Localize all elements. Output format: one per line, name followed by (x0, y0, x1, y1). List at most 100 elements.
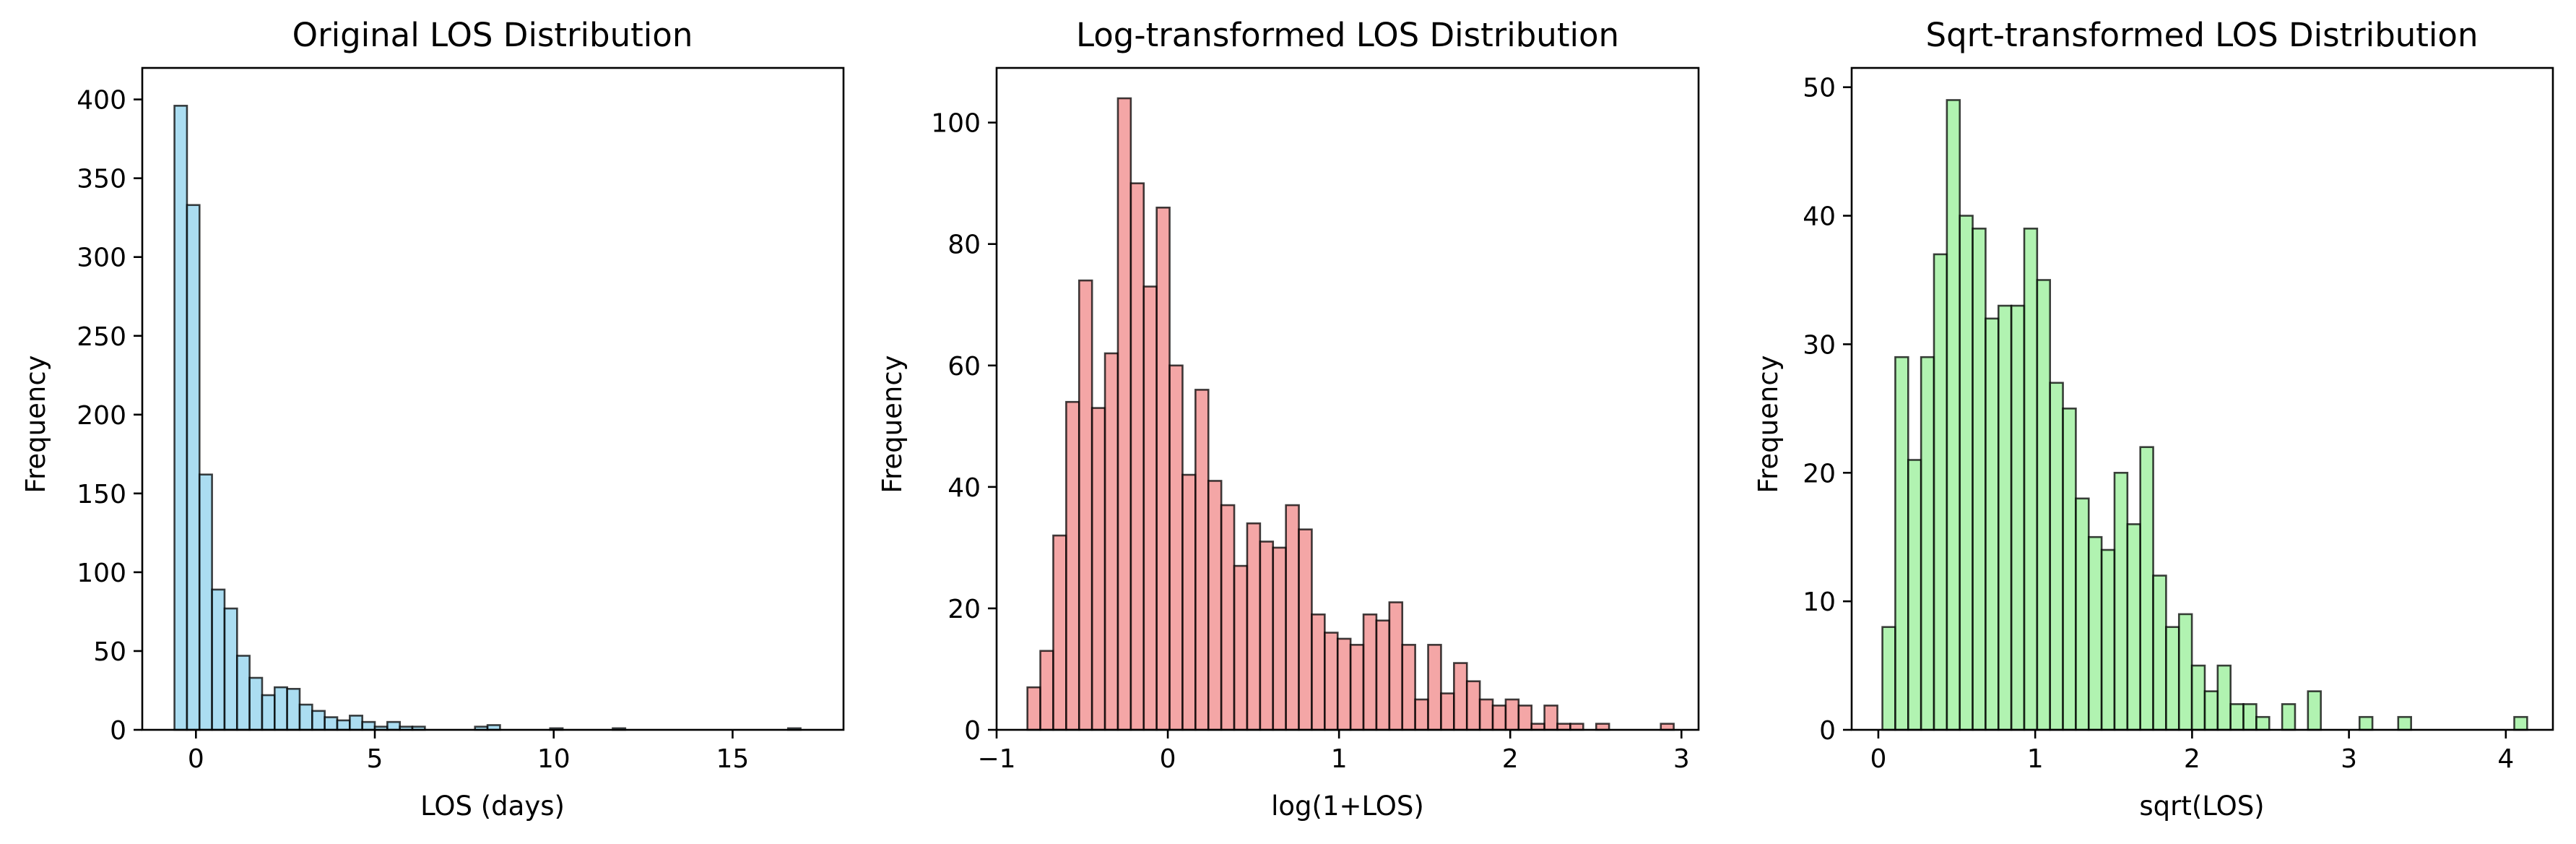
histogram-bar (2139, 446, 2154, 731)
histogram-bar (2216, 664, 2232, 731)
y-tick-label: 0 (1819, 716, 1836, 746)
x-tick-label: 3 (1673, 744, 1690, 774)
histogram-bar (1478, 698, 1494, 731)
y-tick-label: 10 (1803, 587, 1836, 617)
histogram-bar (1026, 686, 1041, 731)
histogram-bar (1375, 619, 1391, 731)
plot-frame (1850, 66, 2554, 731)
chart-title: Original LOS Distribution (292, 16, 693, 54)
histogram-bar (2100, 548, 2116, 731)
histogram-bars (1026, 97, 1675, 731)
x-tick-label: 5 (367, 744, 383, 774)
histogram-bar (1401, 644, 1416, 731)
histogram-bar (349, 715, 363, 731)
histogram-bar (1155, 206, 1171, 731)
histogram-bar (2010, 304, 2026, 731)
histogram-bar (1933, 253, 1948, 731)
histogram-bar (2358, 715, 2374, 731)
histogram-bar (1362, 613, 1378, 731)
histogram-bar (173, 105, 188, 731)
histogram-bar (248, 676, 264, 731)
histogram-bar (1194, 389, 1210, 731)
y-tick-label: 200 (77, 401, 126, 431)
histogram-bar (311, 710, 326, 731)
x-tick-label: 0 (188, 744, 204, 774)
y-tick-label: 250 (77, 322, 126, 352)
histogram-bar (286, 687, 301, 731)
x-tick-label: 1 (2027, 744, 2044, 774)
histogram-bar (386, 720, 401, 731)
plot-frame (141, 66, 845, 731)
histogram-bar (235, 655, 251, 731)
chart-sqrt-transformed-los: Sqrt-transformed LOS Distribution sqrt(L… (1753, 16, 2554, 822)
y-tick-label: 150 (77, 480, 126, 509)
y-tick-label: 20 (947, 595, 981, 624)
histogram-bar (1388, 601, 1404, 731)
histogram-bar (1517, 705, 1533, 731)
x-tick-label: 2 (2184, 744, 2200, 774)
histogram-bar (1946, 99, 1961, 731)
y-tick-label: 300 (77, 244, 126, 273)
histogram-bar (1881, 626, 1896, 731)
histogram-bar (2126, 523, 2142, 731)
histogram-bar (2036, 279, 2052, 731)
y-tick-label: 80 (947, 231, 981, 260)
histogram-bar (336, 719, 351, 731)
histogram-bar (2203, 690, 2219, 731)
histogram-bar (1324, 632, 1339, 731)
histogram-bar (1272, 546, 1287, 731)
histogram-bar (1129, 182, 1145, 731)
histogram-bar (1142, 285, 1158, 731)
y-tick-label: 400 (77, 86, 126, 116)
x-tick-label: 4 (2497, 744, 2514, 774)
histogram-bar (1168, 364, 1184, 731)
x-tick-label: 10 (537, 744, 571, 774)
histogram-bar (2190, 664, 2206, 731)
plot-frame (995, 66, 1700, 731)
histogram-bar (1907, 459, 1922, 731)
histogram-bar (1311, 613, 1326, 731)
histogram-bar (1414, 698, 1429, 731)
chart-title: Sqrt-transformed LOS Distribution (1926, 16, 2479, 54)
y-tick-label: 100 (931, 109, 981, 139)
x-tick-label: 15 (716, 744, 750, 774)
histogram-bar (1233, 564, 1249, 731)
histogram-bar (1181, 473, 1197, 731)
y-tick-label: 40 (1803, 202, 1836, 232)
histogram-bar (324, 716, 339, 731)
histogram-bar (2229, 703, 2245, 731)
y-tick-label: 50 (1803, 74, 1836, 103)
histogram-bar (1465, 680, 1481, 731)
histogram-bar (2087, 535, 2103, 731)
x-tick-label: −1 (977, 744, 1015, 774)
histogram-bar (1349, 644, 1365, 731)
histogram-bars (1881, 99, 2528, 731)
histogram-bar (223, 607, 238, 731)
histogram-bar (1065, 400, 1080, 731)
histogram-bar (2075, 497, 2090, 731)
y-tick-label: 0 (964, 716, 981, 746)
histogram-bar (2152, 574, 2167, 731)
y-tick-label: 60 (947, 352, 981, 382)
histogram-bar (1052, 534, 1067, 731)
histogram-bar (2281, 703, 2297, 731)
histogram-bar (1491, 705, 1507, 731)
histogram-bar (1103, 352, 1119, 731)
histogram-bar (1453, 662, 1468, 731)
x-tick-label: 3 (2341, 744, 2357, 774)
histogram-bar (261, 694, 276, 731)
histogram-bar (2165, 626, 2180, 731)
histogram-bar (1959, 215, 1974, 731)
histogram-bar (2255, 715, 2271, 731)
histogram-bar (1985, 317, 2000, 731)
x-tick-label: 0 (1160, 744, 1176, 774)
chart-original-los: Original LOS Distribution LOS (days) Fre… (20, 16, 845, 822)
y-tick-label: 20 (1803, 459, 1836, 488)
histogram-bar (1543, 705, 1558, 731)
y-axis-label: Frequency (1753, 355, 1784, 493)
x-tick-label: 2 (1502, 744, 1519, 774)
histogram-bar (186, 204, 201, 731)
histogram-bar (1116, 97, 1132, 731)
histogram-bar (1336, 637, 1352, 731)
